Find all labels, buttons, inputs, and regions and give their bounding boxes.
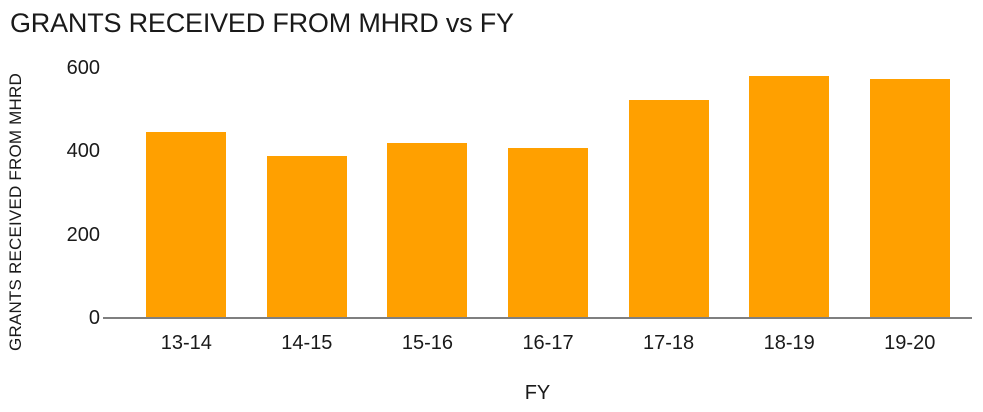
x-tick-labels: 13-14 14-15 15-16 16-17 17-18 18-19 19-20 bbox=[126, 332, 970, 354]
x-tick-label: 15-16 bbox=[401, 332, 454, 354]
bar-slot bbox=[367, 67, 488, 317]
bar-slot bbox=[126, 67, 247, 317]
bar-slot bbox=[608, 67, 729, 317]
x-axis-line bbox=[103, 317, 972, 319]
y-tick-label: 600 bbox=[66, 57, 100, 79]
y-tick-label: 200 bbox=[66, 223, 100, 246]
x-tick-label: 13-14 bbox=[160, 332, 212, 354]
bar-slot bbox=[247, 67, 368, 317]
bar-14-15 bbox=[266, 156, 347, 317]
x-tick-label: 16-17 bbox=[522, 332, 574, 354]
y-tick-label: 400 bbox=[66, 140, 100, 163]
bar-13-14 bbox=[146, 131, 227, 317]
bar-slot bbox=[849, 67, 970, 317]
chart-title: GRANTS RECEIVED FROM MHRD vs FY bbox=[10, 8, 514, 38]
bar-19-20 bbox=[869, 78, 950, 317]
bar-slot bbox=[729, 67, 850, 317]
x-tick-label: 18-19 bbox=[763, 332, 815, 354]
x-axis-title: FY bbox=[524, 382, 551, 404]
x-tick-label: 19-20 bbox=[884, 332, 936, 354]
y-tick-label: 0 bbox=[88, 307, 100, 329]
plot-area bbox=[126, 67, 970, 317]
bar-15-16 bbox=[387, 143, 468, 317]
x-tick-label: 17-18 bbox=[643, 332, 695, 354]
x-tick-label: 14-15 bbox=[281, 332, 333, 354]
bar-16-17 bbox=[508, 148, 589, 317]
bar-17-18 bbox=[628, 99, 709, 317]
bar-18-19 bbox=[749, 76, 830, 317]
y-tick-labels: 0 200 400 600 bbox=[0, 0, 100, 412]
bar-slot bbox=[488, 67, 609, 317]
